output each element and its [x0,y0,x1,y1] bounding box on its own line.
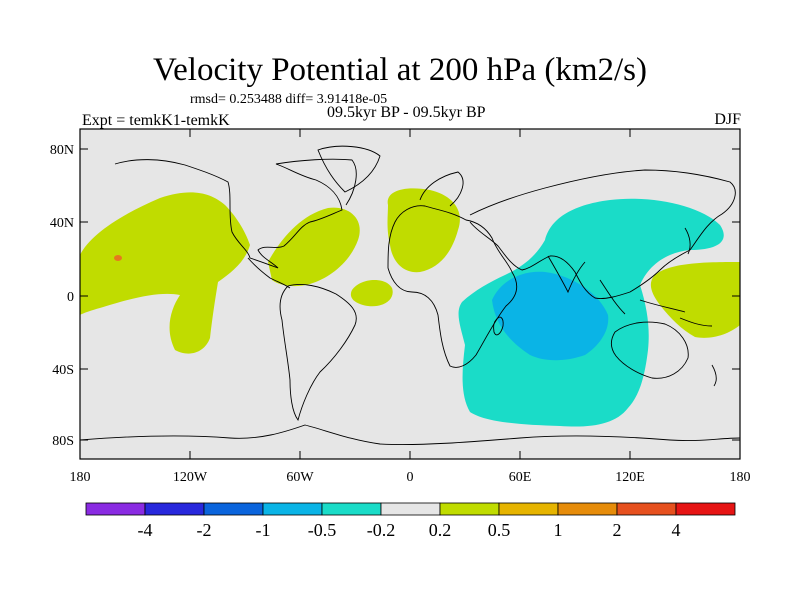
lon-label-120w: 120W [173,470,208,485]
colorbar-label: -0.2 [367,520,396,540]
lat-label-80n: 80N [50,143,74,158]
lat-label-80s: 80S [52,434,74,449]
colorbar-boxes [85,502,736,516]
colorbar-box [675,502,736,516]
season-label: DJF [714,111,741,128]
lon-label-120e: 120E [615,470,645,485]
coast-southeast-asia [599,279,713,327]
coast-asia [469,169,736,299]
lon-label-60w: 60W [286,470,314,485]
longitude-axis: 180 120W 60W 0 60E 120E 180 [70,129,751,485]
colorbar-box [321,502,382,516]
coast-europe-africa [387,205,518,368]
colorbar-box [262,502,323,516]
colorbar-box [498,502,559,516]
coast-madagascar [493,316,504,336]
coast-central-america [247,257,291,289]
coast-greenland [317,145,381,193]
coast-japan [684,227,691,255]
lat-label-40s: 40S [52,363,74,378]
coast-north-america [114,158,357,269]
positive-region-west-pacific [650,262,740,338]
period-label: 09.5kyr BP - 09.5kyr BP [327,104,486,121]
lon-label-180-left: 180 [70,470,91,485]
colorbar-box [439,502,500,516]
positive-spot-north-pacific [114,255,122,261]
colorbar-label: 0.5 [488,520,511,540]
coast-new-zealand [711,364,717,387]
lon-label-0: 0 [407,470,414,485]
colorbar-box [85,502,146,516]
colorbar-box [203,502,264,516]
coast-south-america [279,283,357,422]
coast-india [547,255,586,294]
colorbar-box [557,502,618,516]
colorbar-labels: -4 -2 -1 -0.5 -0.2 0.2 0.5 1 2 4 [138,520,681,540]
colorbar-label: 1 [554,520,563,540]
positive-region-west-atlantic [268,207,360,287]
coast-antarctica [80,424,740,445]
colorbar-label: -0.5 [308,520,337,540]
lat-label-0: 0 [67,290,74,305]
lon-label-180-right: 180 [730,470,751,485]
latitude-axis: 80N 40N 0 40S 80S [50,143,740,449]
colorbar-label: -2 [197,520,212,540]
negative-region-core [492,271,609,361]
lat-label-40n: 40N [50,216,74,231]
coastlines [80,145,740,445]
colorbar-label: 0.2 [429,520,452,540]
positive-region-europe [387,188,460,273]
colorbar-label: -4 [138,520,153,540]
colorbar-box [144,502,205,516]
colorbar-label: 4 [672,520,681,540]
coast-scandinavia [419,171,464,207]
coast-australia [610,321,689,379]
chart-title: Velocity Potential at 200 hPa (km2/s) [152,52,648,88]
colorbar-label: -1 [256,520,271,540]
colorbar-box [616,502,677,516]
experiment-label: Expt = temkK1-temkK [82,112,230,129]
lon-label-60e: 60E [509,470,532,485]
positive-region-equatorial-atlantic [350,279,393,307]
colorbar-box [380,502,441,516]
colorbar-label: 2 [613,520,622,540]
positive-region-north-pacific [80,192,250,354]
stats-text: rmsd= 0.253488 diff= 3.91418e-05 [190,92,388,107]
